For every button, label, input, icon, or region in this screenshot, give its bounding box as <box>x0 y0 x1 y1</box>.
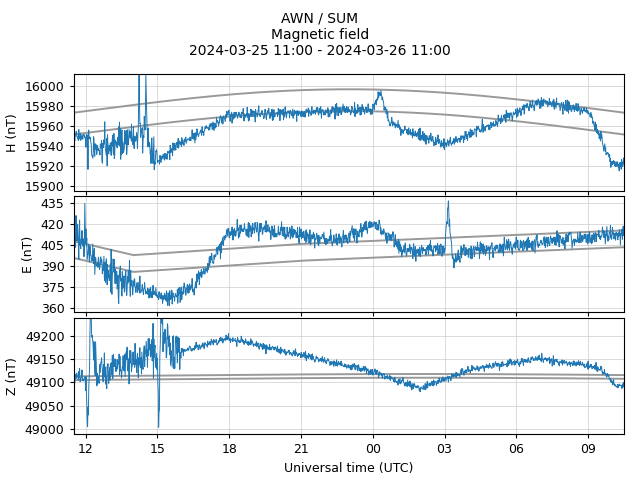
Y-axis label: Z (nT): Z (nT) <box>6 358 19 395</box>
Text: Magnetic field: Magnetic field <box>271 28 369 42</box>
X-axis label: Universal time (UTC): Universal time (UTC) <box>284 462 413 475</box>
Y-axis label: E (nT): E (nT) <box>22 236 35 273</box>
Text: 2024-03-25 11:00 - 2024-03-26 11:00: 2024-03-25 11:00 - 2024-03-26 11:00 <box>189 44 451 58</box>
Y-axis label: H (nT): H (nT) <box>6 113 19 152</box>
Text: AWN / SUM: AWN / SUM <box>282 12 358 26</box>
